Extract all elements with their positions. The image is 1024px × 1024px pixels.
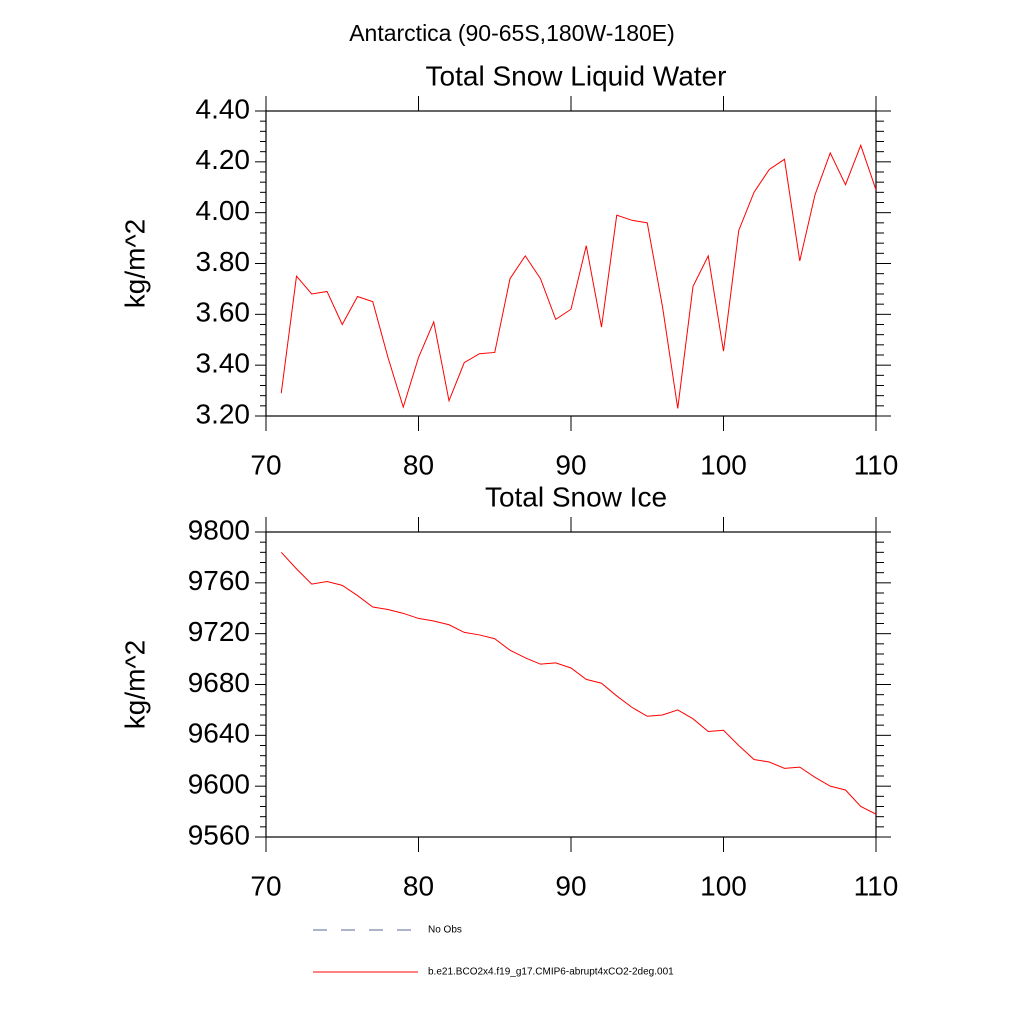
y-tick-label: 9680 [188,667,250,698]
y-tick-label: 4.20 [196,144,251,175]
legend-label: b.e21.BCO2x4.f19_g17.CMIP6-abrupt4xCO2-2… [428,967,674,978]
x-tick-label: 70 [250,870,281,901]
x-tick-label: 90 [555,449,586,480]
y-tick-label: 4.00 [196,195,251,226]
y-tick-label: 9600 [188,769,250,800]
x-tick-label: 100 [700,870,747,901]
y-tick-label: 9640 [188,718,250,749]
super-title: Antarctica (90-65S,180W-180E) [349,20,675,46]
y-tick-label: 3.60 [196,297,251,328]
y-tick-label: 9560 [188,819,250,850]
y-tick-label: 3.80 [196,246,251,277]
chart-title: Total Snow Ice [485,481,667,512]
data-line [280,143,877,409]
legend-label: No Obs [428,925,462,936]
y-axis-label: kg/m^2 [119,640,150,729]
plot-frame [265,110,877,417]
y-tick-label: 3.40 [196,348,251,379]
chart-title: Total Snow Liquid Water [426,60,727,91]
y-tick-label: 3.20 [196,398,251,429]
y-axis-label: kg/m^2 [119,219,150,308]
x-tick-label: 80 [403,449,434,480]
x-tick-label: 90 [555,870,586,901]
plot-frame [265,531,877,838]
y-tick-label: 4.40 [196,93,251,124]
x-tick-label: 70 [250,449,281,480]
x-tick-label: 80 [403,870,434,901]
x-tick-label: 110 [854,870,899,901]
data-line [280,551,877,815]
y-tick-label: 9720 [188,616,250,647]
x-tick-label: 110 [854,449,899,480]
y-tick-label: 9760 [188,565,250,596]
y-tick-label: 9800 [188,514,250,545]
x-tick-label: 100 [700,449,747,480]
